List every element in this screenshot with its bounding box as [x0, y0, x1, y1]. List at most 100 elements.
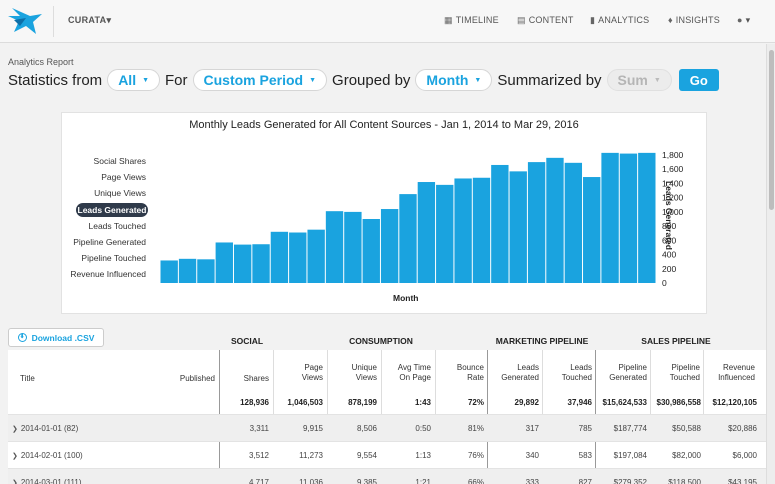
nav-content[interactable]: ▤ CONTENT	[517, 15, 574, 26]
table-row[interactable]: ❯ 2014-02-01 (100) 3,512 11,273 9,554 1:13 76%…	[8, 441, 766, 468]
col-header-leads-touched[interactable]: Leads Touched	[546, 363, 592, 383]
chart-bar[interactable]	[362, 219, 380, 283]
column-divider	[542, 350, 543, 414]
download-csv-button[interactable]: ⬇ Download .CSV	[8, 328, 104, 347]
cell-unique-views: 9,385	[356, 478, 377, 484]
scrollbar-thumb[interactable]	[769, 50, 774, 210]
chevron-right-icon[interactable]: ❯	[12, 480, 18, 484]
chart-bar[interactable]	[491, 164, 509, 283]
metric-option[interactable]: Pipeline Generated	[73, 236, 146, 247]
metric-option[interactable]: Unique Views	[94, 188, 146, 199]
chart-bar[interactable]	[307, 229, 325, 283]
col-header-pipeline-generated[interactable]: Pipeline Generated	[599, 363, 647, 383]
chart-bar[interactable]	[399, 194, 417, 283]
col-header-published[interactable]: Published	[179, 374, 215, 383]
metric-option[interactable]: Revenue Influenced	[70, 269, 146, 280]
chart-bar[interactable]	[417, 182, 436, 283]
chart-bar[interactable]	[472, 177, 491, 283]
column-divider	[435, 350, 436, 414]
col-header-revenue-influenced[interactable]: Revenue Influenced	[707, 363, 755, 383]
row-title[interactable]: ❯ 2014-03-01 (111)	[12, 478, 82, 484]
chart-bar[interactable]	[583, 177, 601, 283]
chart-bar[interactable]	[233, 244, 252, 283]
cell-revenue-influenced: $43,195	[728, 478, 757, 484]
col-header-leads-generated[interactable]: Leads Generated	[491, 363, 539, 383]
group-social: SOCIAL	[230, 336, 264, 346]
user-icon: ●	[737, 15, 743, 25]
row-title[interactable]: ❯ 2014-02-01 (100)	[12, 451, 83, 460]
curata-logo-icon[interactable]	[8, 6, 46, 36]
y-tick-label: 200	[662, 264, 676, 274]
chart-bar[interactable]	[344, 211, 362, 283]
total-pipeline-generated: $15,624,533	[602, 398, 648, 407]
metric-option[interactable]: Leads Touched	[88, 220, 146, 231]
chart-bar[interactable]	[564, 162, 583, 283]
cell-revenue-influenced: $6,000	[732, 451, 757, 460]
chart-bar[interactable]	[160, 260, 178, 283]
total-shares: 128,936	[240, 398, 269, 407]
chart-bar[interactable]	[527, 162, 546, 283]
go-button[interactable]: Go	[678, 69, 719, 91]
col-header-shares[interactable]: Shares	[243, 374, 269, 383]
cell-leads-touched: 827	[578, 478, 592, 484]
user-menu[interactable]: ● ▾	[737, 15, 750, 26]
page-scrollbar[interactable]	[766, 44, 775, 484]
source-select[interactable]: All ▼	[107, 69, 161, 91]
brand-divider	[53, 6, 54, 37]
metric-option[interactable]: Social Shares	[93, 156, 146, 166]
nav-analytics[interactable]: ▮ ANALYTICS	[590, 15, 649, 26]
cell-avg-time: 1:13	[415, 451, 431, 460]
col-header-avg-time-line2: On Page	[399, 373, 431, 382]
table-row[interactable]: ❯ 2014-01-01 (82) 3,311 9,915 8,506 0:50 81% 31…	[8, 414, 766, 441]
nav-insights[interactable]: ♦ INSIGHTS	[668, 15, 720, 25]
col-header-unique-views[interactable]: Unique Views	[331, 363, 377, 383]
chevron-right-icon[interactable]: ❯	[12, 453, 18, 460]
chart-bar[interactable]	[601, 152, 619, 283]
col-header-bounce-rate[interactable]: Bounce Rate	[439, 363, 484, 383]
metric-option[interactable]: Pipeline Touched	[81, 252, 146, 263]
y-tick-label: 1,200	[662, 193, 684, 203]
cell-leads-generated: 333	[525, 478, 539, 484]
col-header-pipeline-touched-line1: Pipeline	[671, 363, 700, 372]
chart-bar[interactable]	[436, 184, 454, 283]
grouped-by-label: Grouped by	[332, 71, 411, 89]
chart-bar[interactable]	[619, 153, 638, 283]
metric-option[interactable]: Leads Generated	[76, 202, 148, 217]
row-title-text: 2014-01-01 (82)	[20, 424, 79, 433]
table-row[interactable]: ❯ 2014-03-01 (111) 4,717 11,036 9,385 1:21 66%…	[8, 468, 766, 484]
chart-bar[interactable]	[638, 152, 656, 283]
cell-avg-time: 0:50	[415, 424, 431, 433]
chart-bar[interactable]	[197, 259, 215, 283]
group-marketing-pipeline: MARKETING PIPELINE	[495, 336, 589, 346]
col-header-unique-views-line2: Views	[355, 373, 377, 382]
chart-bar[interactable]	[454, 178, 472, 283]
col-header-avg-time[interactable]: Avg Time On Page	[385, 363, 431, 383]
nav-timeline[interactable]: ▦ TIMELINE	[444, 15, 499, 26]
cell-bounce: 81%	[467, 424, 484, 433]
chart-bar[interactable]	[270, 231, 289, 283]
metric-option[interactable]: Page Views	[101, 172, 146, 183]
chart-bar[interactable]	[289, 232, 307, 283]
col-header-pipeline-touched[interactable]: Pipeline Touched	[654, 363, 700, 383]
summary-select[interactable]: Sum ▼	[606, 69, 672, 91]
chart-bar[interactable]	[215, 242, 233, 283]
period-select[interactable]: Custom Period ▼	[192, 69, 328, 91]
stats-table: Title Published Shares Page Views Unique V…	[8, 350, 766, 484]
chart-bar[interactable]	[252, 244, 270, 283]
brand-menu[interactable]: CURATA▾	[68, 15, 111, 26]
cell-pipeline-touched: $50,588	[672, 424, 701, 433]
nav-timeline-label: TIMELINE	[455, 15, 499, 25]
row-title[interactable]: ❯ 2014-01-01 (82)	[12, 424, 78, 433]
metric-selector: Social Shares Page Views Unique Views Leads…	[62, 153, 148, 282]
chart-bar[interactable]	[178, 258, 197, 283]
group-select[interactable]: Month ▼	[415, 69, 493, 91]
summarized-by-label: Summarized by	[497, 71, 602, 89]
chart-bar[interactable]	[325, 211, 344, 283]
col-header-title[interactable]: Title	[20, 374, 35, 383]
chart-bar[interactable]	[509, 171, 527, 283]
chart-bar[interactable]	[546, 157, 564, 283]
document-icon: ▤	[517, 15, 526, 25]
col-header-page-views[interactable]: Page Views	[277, 363, 323, 383]
chart-bar[interactable]	[380, 209, 399, 283]
chevron-right-icon[interactable]: ❯	[12, 426, 18, 433]
